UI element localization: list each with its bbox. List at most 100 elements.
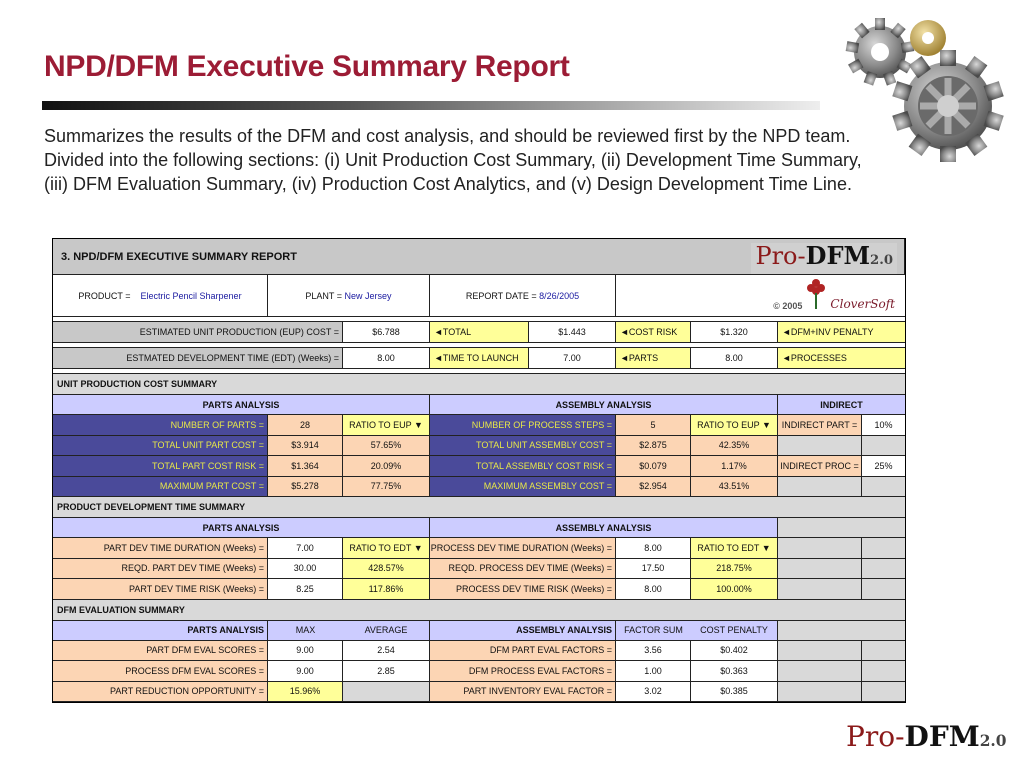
dev-part-value: 7.00: [268, 538, 343, 559]
dev-blank: [778, 558, 862, 579]
dfm-cost-penalty-header: COST PENALTY: [691, 620, 778, 641]
indirect-blank: [862, 435, 905, 456]
dev-process-ratio: 218.75%: [691, 558, 778, 579]
assembly-metric-value: $2.954: [616, 476, 691, 497]
part-metric-label: MAXIMUM PART COST =: [53, 476, 268, 497]
total-value: $1.443: [529, 322, 616, 343]
edt-row: ESTMATED DEVELOPMENT TIME (EDT) (Weeks) …: [53, 348, 905, 369]
unit-cost-section-title: UNIT PRODUCTION COST SUMMARY: [53, 374, 905, 395]
total-label: ◄TOTAL: [430, 322, 529, 343]
indirect-value: 25%: [862, 456, 905, 477]
dev-blank: [862, 579, 905, 600]
indirect-label: INDIRECT PROC =: [778, 456, 862, 477]
dfm-assembly-analysis-header: ASSEMBLY ANALYSIS: [430, 620, 616, 641]
assembly-metric-ratio: 1.17%: [691, 456, 778, 477]
dev-blank: [862, 558, 905, 579]
dev-part-label: PART DEV TIME DURATION (Weeks) =: [53, 538, 268, 559]
dfm-assembly-penalty: $0.385: [691, 681, 778, 702]
dfm-assembly-factor: 1.00: [616, 661, 691, 682]
parts-label: ◄PARTS: [616, 348, 691, 369]
dev-process-value: 8.00: [616, 538, 691, 559]
edt-value: 8.00: [343, 348, 430, 369]
assembly-metric-value: $0.079: [616, 456, 691, 477]
parts-value: 8.00: [691, 348, 778, 369]
eup-value: $6.788: [343, 322, 430, 343]
dev-process-value: 8.00: [616, 579, 691, 600]
dev-part-label: PART DEV TIME RISK (Weeks) =: [53, 579, 268, 600]
dfm-blank: [862, 661, 905, 682]
dfm-part-average: [343, 681, 430, 702]
dfm-part-max: 15.96%: [268, 681, 343, 702]
dfm-max-header: MAX: [268, 620, 343, 641]
dfm-assembly-penalty: $0.402: [691, 640, 778, 661]
dev-part-value: 30.00: [268, 558, 343, 579]
assembly-metric-value: $2.875: [616, 435, 691, 456]
eup-label: ESTIMATED UNIT PRODUCTION (EUP) COST =: [53, 322, 343, 343]
dfm-assembly-label: DFM PART EVAL FACTORS =: [430, 640, 616, 661]
clover-logo-cell: © 2005 CloverSoft: [616, 275, 905, 317]
dfm-parts-analysis-header: PARTS ANALYSIS: [53, 620, 268, 641]
unit-assembly-analysis-header: ASSEMBLY ANALYSIS: [430, 395, 778, 415]
indirect-value: 10%: [862, 415, 905, 436]
assembly-metric-label: TOTAL UNIT ASSEMBLY COST =: [430, 435, 616, 456]
product-label: PRODUCT =: [78, 290, 131, 301]
dev-part-label: REQD. PART DEV TIME (Weeks) =: [53, 558, 268, 579]
dfm-part-label: PART REDUCTION OPPORTUNITY =: [53, 681, 268, 702]
dfm-blank: [778, 681, 862, 702]
part-metric-value: 28: [268, 415, 343, 436]
cloversoft-logo: © 2005 CloverSoft: [773, 277, 895, 311]
part-metric-ratio: 77.75%: [343, 476, 430, 497]
part-metric-ratio: 57.65%: [343, 435, 430, 456]
report-info-row: PRODUCT = Electric Pencil Sharpener PLAN…: [53, 275, 905, 317]
dfm-part-max: 9.00: [268, 661, 343, 682]
dfm-part-average: 2.54: [343, 640, 430, 661]
unit-cost-row: NUMBER OF PARTS = 28 RATIO TO EUP ▼ NUMBER …: [53, 415, 905, 436]
dev-process-value: 17.50: [616, 558, 691, 579]
dfm-blank: [778, 620, 905, 641]
executive-summary-sheet: 3. NPD/DFM EXECUTIVE SUMMARY REPORT Pro-…: [52, 238, 906, 703]
plant-cell: PLANT = New Jersey: [268, 275, 430, 317]
product-value: Electric Pencil Sharpener: [140, 290, 242, 301]
indirect-blank: [778, 435, 862, 456]
dfm-part-label: PROCESS DFM EVAL SCORES =: [53, 661, 268, 682]
dfm-eval-row: PART REDUCTION OPPORTUNITY = 15.96% PART I…: [53, 681, 905, 702]
dev-process-ratio: 100.00%: [691, 579, 778, 600]
dev-process-label: REQD. PROCESS DEV TIME (Weeks) =: [430, 558, 616, 579]
footer-pro-dfm-logo: Pro-DFM2.0: [846, 720, 1007, 753]
plant-label: PLANT =: [305, 290, 343, 301]
page-description: Summarizes the results of the DFM and co…: [44, 126, 862, 194]
date-cell: REPORT DATE = 8/26/2005: [430, 275, 616, 317]
penalty-label: ◄DFM+INV PENALTY: [778, 322, 905, 343]
dfm-eval-row: PROCESS DFM EVAL SCORES = 9.00 2.85 DFM PRO…: [53, 661, 905, 682]
part-metric-label: TOTAL PART COST RISK =: [53, 456, 268, 477]
clover-icon: [807, 279, 826, 309]
dev-process-ratio: RATIO TO EDT ▼: [691, 538, 778, 559]
dfm-blank: [778, 661, 862, 682]
assembly-metric-label: MAXIMUM ASSEMBLY COST =: [430, 476, 616, 497]
cost-risk-value: $1.320: [691, 322, 778, 343]
dfm-assembly-penalty: $0.363: [691, 661, 778, 682]
dev-part-ratio: RATIO TO EDT ▼: [343, 538, 430, 559]
dev-part-value: 8.25: [268, 579, 343, 600]
launch-value: 7.00: [529, 348, 616, 369]
dev-part-ratio: 117.86%: [343, 579, 430, 600]
product-cell: PRODUCT = Electric Pencil Sharpener: [53, 275, 268, 317]
indirect-header: INDIRECT: [778, 395, 905, 415]
unit-cost-row: TOTAL UNIT PART COST = $3.914 57.65% TOTAL …: [53, 435, 905, 456]
launch-label: ◄TIME TO LAUNCH: [430, 348, 529, 369]
dev-assembly-analysis-header: ASSEMBLY ANALYSIS: [430, 518, 778, 538]
unit-parts-analysis-header: PARTS ANALYSIS: [53, 395, 430, 415]
dev-time-row: PART DEV TIME RISK (Weeks) = 8.25 117.86% P…: [53, 579, 905, 600]
dfm-eval-row: PART DFM EVAL SCORES = 9.00 2.54 DFM PART E…: [53, 640, 905, 661]
indirect-label: INDIRECT PART =: [778, 415, 862, 436]
dev-process-label: PROCESS DEV TIME DURATION (Weeks) =: [430, 538, 616, 559]
gears-icon: [845, 18, 1004, 162]
dev-process-label: PROCESS DEV TIME RISK (Weeks) =: [430, 579, 616, 600]
part-metric-value: $1.364: [268, 456, 343, 477]
edt-label: ESTMATED DEVELOPMENT TIME (EDT) (Weeks) …: [53, 348, 343, 369]
dfm-part-max: 9.00: [268, 640, 343, 661]
part-metric-ratio: 20.09%: [343, 456, 430, 477]
dev-blank: [778, 579, 862, 600]
dev-time-section-row: PRODUCT DEVELOPMENT TIME SUMMARY: [53, 497, 905, 518]
dfm-average-header: AVERAGE: [343, 620, 430, 641]
